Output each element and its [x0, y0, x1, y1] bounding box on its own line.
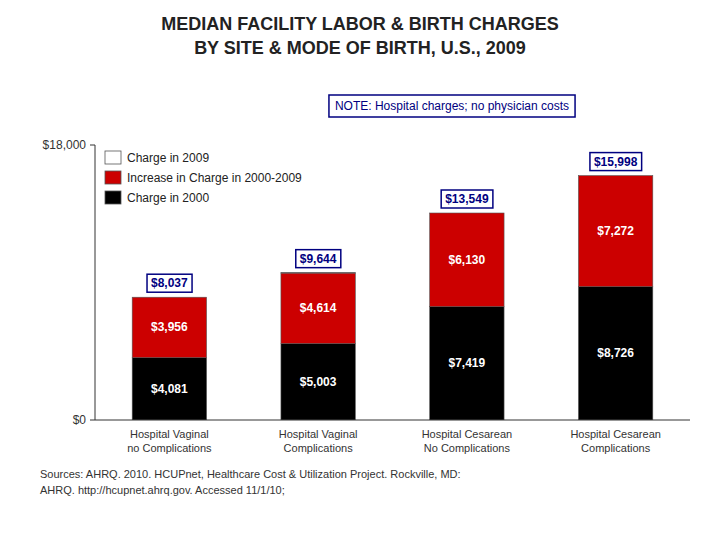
bar-segment: [578, 287, 652, 420]
legend-swatch: [105, 151, 121, 164]
x-tick-label-line: no Complications: [127, 442, 212, 454]
legend-label: Charge in 2000: [127, 191, 209, 205]
total-text: $15,998: [594, 155, 638, 169]
bar-segment: [132, 297, 206, 357]
data-labels: $4,081 $5,003 $7,419 $8,726 $3,956 $4,614 $6,1…: [151, 224, 634, 396]
bar-segment: [430, 213, 504, 214]
source: AHRQ. http://hcupnet.ahrq.gov. Accessed …: [40, 484, 285, 496]
note-text: NOTE: Hospital charges; no physician cos…: [335, 99, 569, 113]
x-tick-label: Hospital Vaginal Complications: [279, 428, 358, 454]
x-tick-label: Hospital Vaginal no Complications: [127, 428, 212, 454]
subtitle: BY SITE & MODE OF BIRTH, U.S., 2009: [194, 38, 526, 58]
x-tick-label-line: No Complications: [424, 442, 511, 454]
total-label: $8,037: [147, 274, 192, 292]
title: MEDIAN FACILITY LABOR & BIRTH CHARGES: [161, 14, 559, 34]
chart: MEDIAN FACILITY LABOR & BIRTH CHARGES BY …: [0, 0, 720, 540]
total-box: [590, 153, 642, 171]
bar-segment: [578, 175, 652, 176]
data-label: $7,419: [449, 356, 486, 370]
total-label: $9,644: [296, 250, 341, 268]
data-label: $5,003: [300, 375, 337, 389]
legend-swatch: [105, 191, 121, 204]
source: Sources: AHRQ. 2010. HCUPnet, Healthcare…: [40, 468, 461, 480]
x-axis-line: [95, 420, 690, 421]
bar-segment: [281, 272, 355, 273]
y-tick-label: $18,000: [43, 138, 87, 152]
total-box: [296, 250, 341, 268]
data-label: $4,081: [151, 382, 188, 396]
x-tick-label-line: Complications: [581, 442, 651, 454]
y-axis-line: [95, 145, 96, 420]
bar-segment: [132, 297, 206, 298]
total-label: $15,998: [590, 153, 642, 171]
x-tick-label-line: Hospital Cesarean: [570, 428, 661, 440]
x-tick-label: Hospital Cesarean Complications: [570, 428, 661, 454]
x-tick-label-line: Hospital Cesarean: [422, 428, 513, 440]
total-text: $13,549: [445, 192, 489, 206]
note-box: [329, 95, 575, 117]
bar-segment: [430, 213, 504, 307]
data-label: $8,726: [597, 346, 634, 360]
x-tick-label: Hospital Cesarean No Complications: [422, 428, 513, 454]
total-text: $8,037: [151, 276, 188, 290]
bar-segment: [578, 176, 652, 287]
note: NOTE: Hospital charges; no physician cos…: [329, 95, 575, 117]
bar-segment: [132, 358, 206, 420]
data-label: $3,956: [151, 320, 188, 334]
y-tick: [90, 145, 95, 146]
x-tick-label-line: Complications: [284, 442, 354, 454]
total-text: $9,644: [300, 252, 337, 266]
x-tick-label-line: Hospital Vaginal: [279, 428, 358, 440]
bar-segment: [430, 307, 504, 420]
total-label: $13,549: [441, 190, 493, 208]
legend-swatch: [105, 171, 121, 184]
y-tick: [90, 420, 95, 421]
data-label: $7,272: [597, 224, 634, 238]
y-tick-label: $0: [73, 413, 87, 427]
bar-segment: [281, 344, 355, 420]
legend-label: Increase in Charge in 2000-2009: [127, 171, 302, 185]
legend: Charge in 2009 Increase in Charge in 2000…: [105, 151, 302, 205]
x-tick-label-line: Hospital Vaginal: [130, 428, 209, 440]
data-label: $4,614: [300, 301, 337, 315]
bars: [132, 176, 653, 420]
total-box: [441, 190, 493, 208]
data-label: $6,130: [449, 253, 486, 267]
axes: $0 $18,000 Hospital Vaginal no Complication…: [43, 138, 690, 454]
legend-label: Charge in 2009: [127, 151, 209, 165]
bar-segment: [281, 273, 355, 343]
total-box: [147, 274, 192, 292]
